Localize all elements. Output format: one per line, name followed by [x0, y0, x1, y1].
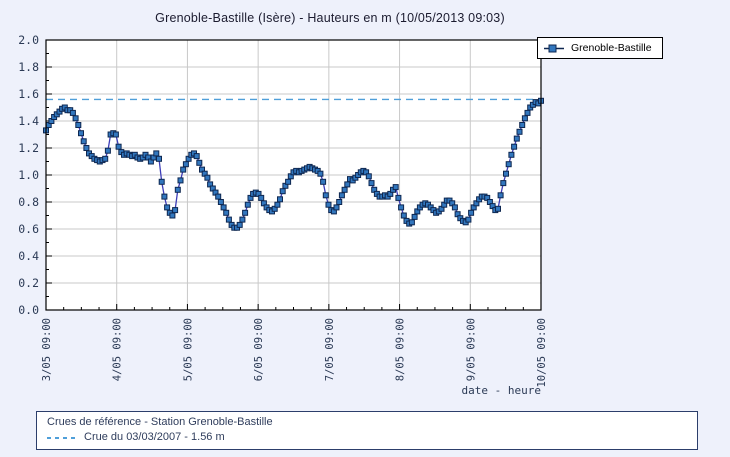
svg-text:1.0: 1.0 — [18, 168, 39, 182]
legend-label: Grenoble-Bastille — [571, 42, 652, 54]
reference-info-entry: Crue du 03/03/2007 - 1.56 m — [47, 430, 689, 445]
reference-info-title: Crues de référence - Station Grenoble-Ba… — [47, 416, 273, 428]
svg-text:0.4: 0.4 — [18, 249, 39, 263]
x-tick-labels: 3/05 09:00 4/05 09:00 5/05 09:00 6/05 09:00… — [41, 318, 548, 388]
svg-text:6/05 09:00: 6/05 09:00 — [253, 318, 265, 381]
reference-line-sample-icon — [47, 436, 77, 439]
reference-info-label: Crue du 03/03/2007 - 1.56 m — [84, 431, 225, 443]
svg-text:9/05 09:00: 9/05 09:00 — [465, 318, 477, 381]
series-marker-icon — [544, 44, 564, 52]
reference-info-box: Crues de référence - Station Grenoble-Ba… — [36, 411, 698, 450]
svg-text:0.6: 0.6 — [18, 222, 39, 236]
svg-text:0.0: 0.0 — [18, 303, 39, 317]
legend-box: Grenoble-Bastille — [537, 37, 663, 59]
svg-text:1.6: 1.6 — [18, 87, 39, 101]
y-tick-labels: 0.0 0.2 0.4 0.6 0.8 1.0 1.2 1.4 1.6 1.8 2.0 — [18, 33, 39, 317]
hydrograph-chart: 0.0 0.2 0.4 0.6 0.8 1.0 1.2 1.4 1.6 1.8 2.0 3/05 09… — [18, 33, 548, 397]
x-axis-title: date - heure — [462, 384, 541, 397]
svg-text:1.2: 1.2 — [18, 141, 39, 155]
svg-text:7/05 09:00: 7/05 09:00 — [324, 318, 336, 381]
svg-text:1.4: 1.4 — [18, 114, 39, 128]
svg-text:4/05 09:00: 4/05 09:00 — [112, 318, 124, 381]
svg-text:2.0: 2.0 — [18, 33, 39, 47]
x-grid — [116, 40, 471, 310]
svg-text:8/05 09:00: 8/05 09:00 — [395, 318, 407, 381]
series-markers — [43, 97, 544, 231]
svg-text:0.8: 0.8 — [18, 195, 39, 209]
svg-text:1.8: 1.8 — [18, 60, 39, 74]
y-grid — [46, 66, 541, 284]
svg-text:0.2: 0.2 — [18, 276, 39, 290]
page-title: Grenoble-Bastille (Isère) - Hauteurs en … — [155, 11, 505, 25]
svg-text:3/05 09:00: 3/05 09:00 — [41, 318, 53, 381]
plot-border — [45, 39, 542, 311]
svg-text:10/05 09:00: 10/05 09:00 — [536, 318, 548, 388]
svg-text:5/05 09:00: 5/05 09:00 — [182, 318, 194, 381]
